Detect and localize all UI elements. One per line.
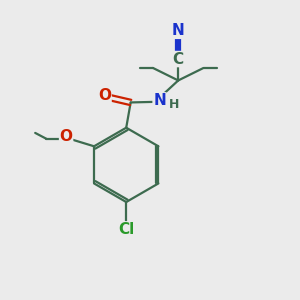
Text: H: H xyxy=(169,98,180,111)
Text: O: O xyxy=(60,129,73,144)
Text: N: N xyxy=(153,93,166,108)
Text: N: N xyxy=(172,23,184,38)
Text: Cl: Cl xyxy=(118,222,134,237)
Text: O: O xyxy=(98,88,111,103)
Text: C: C xyxy=(173,52,184,67)
